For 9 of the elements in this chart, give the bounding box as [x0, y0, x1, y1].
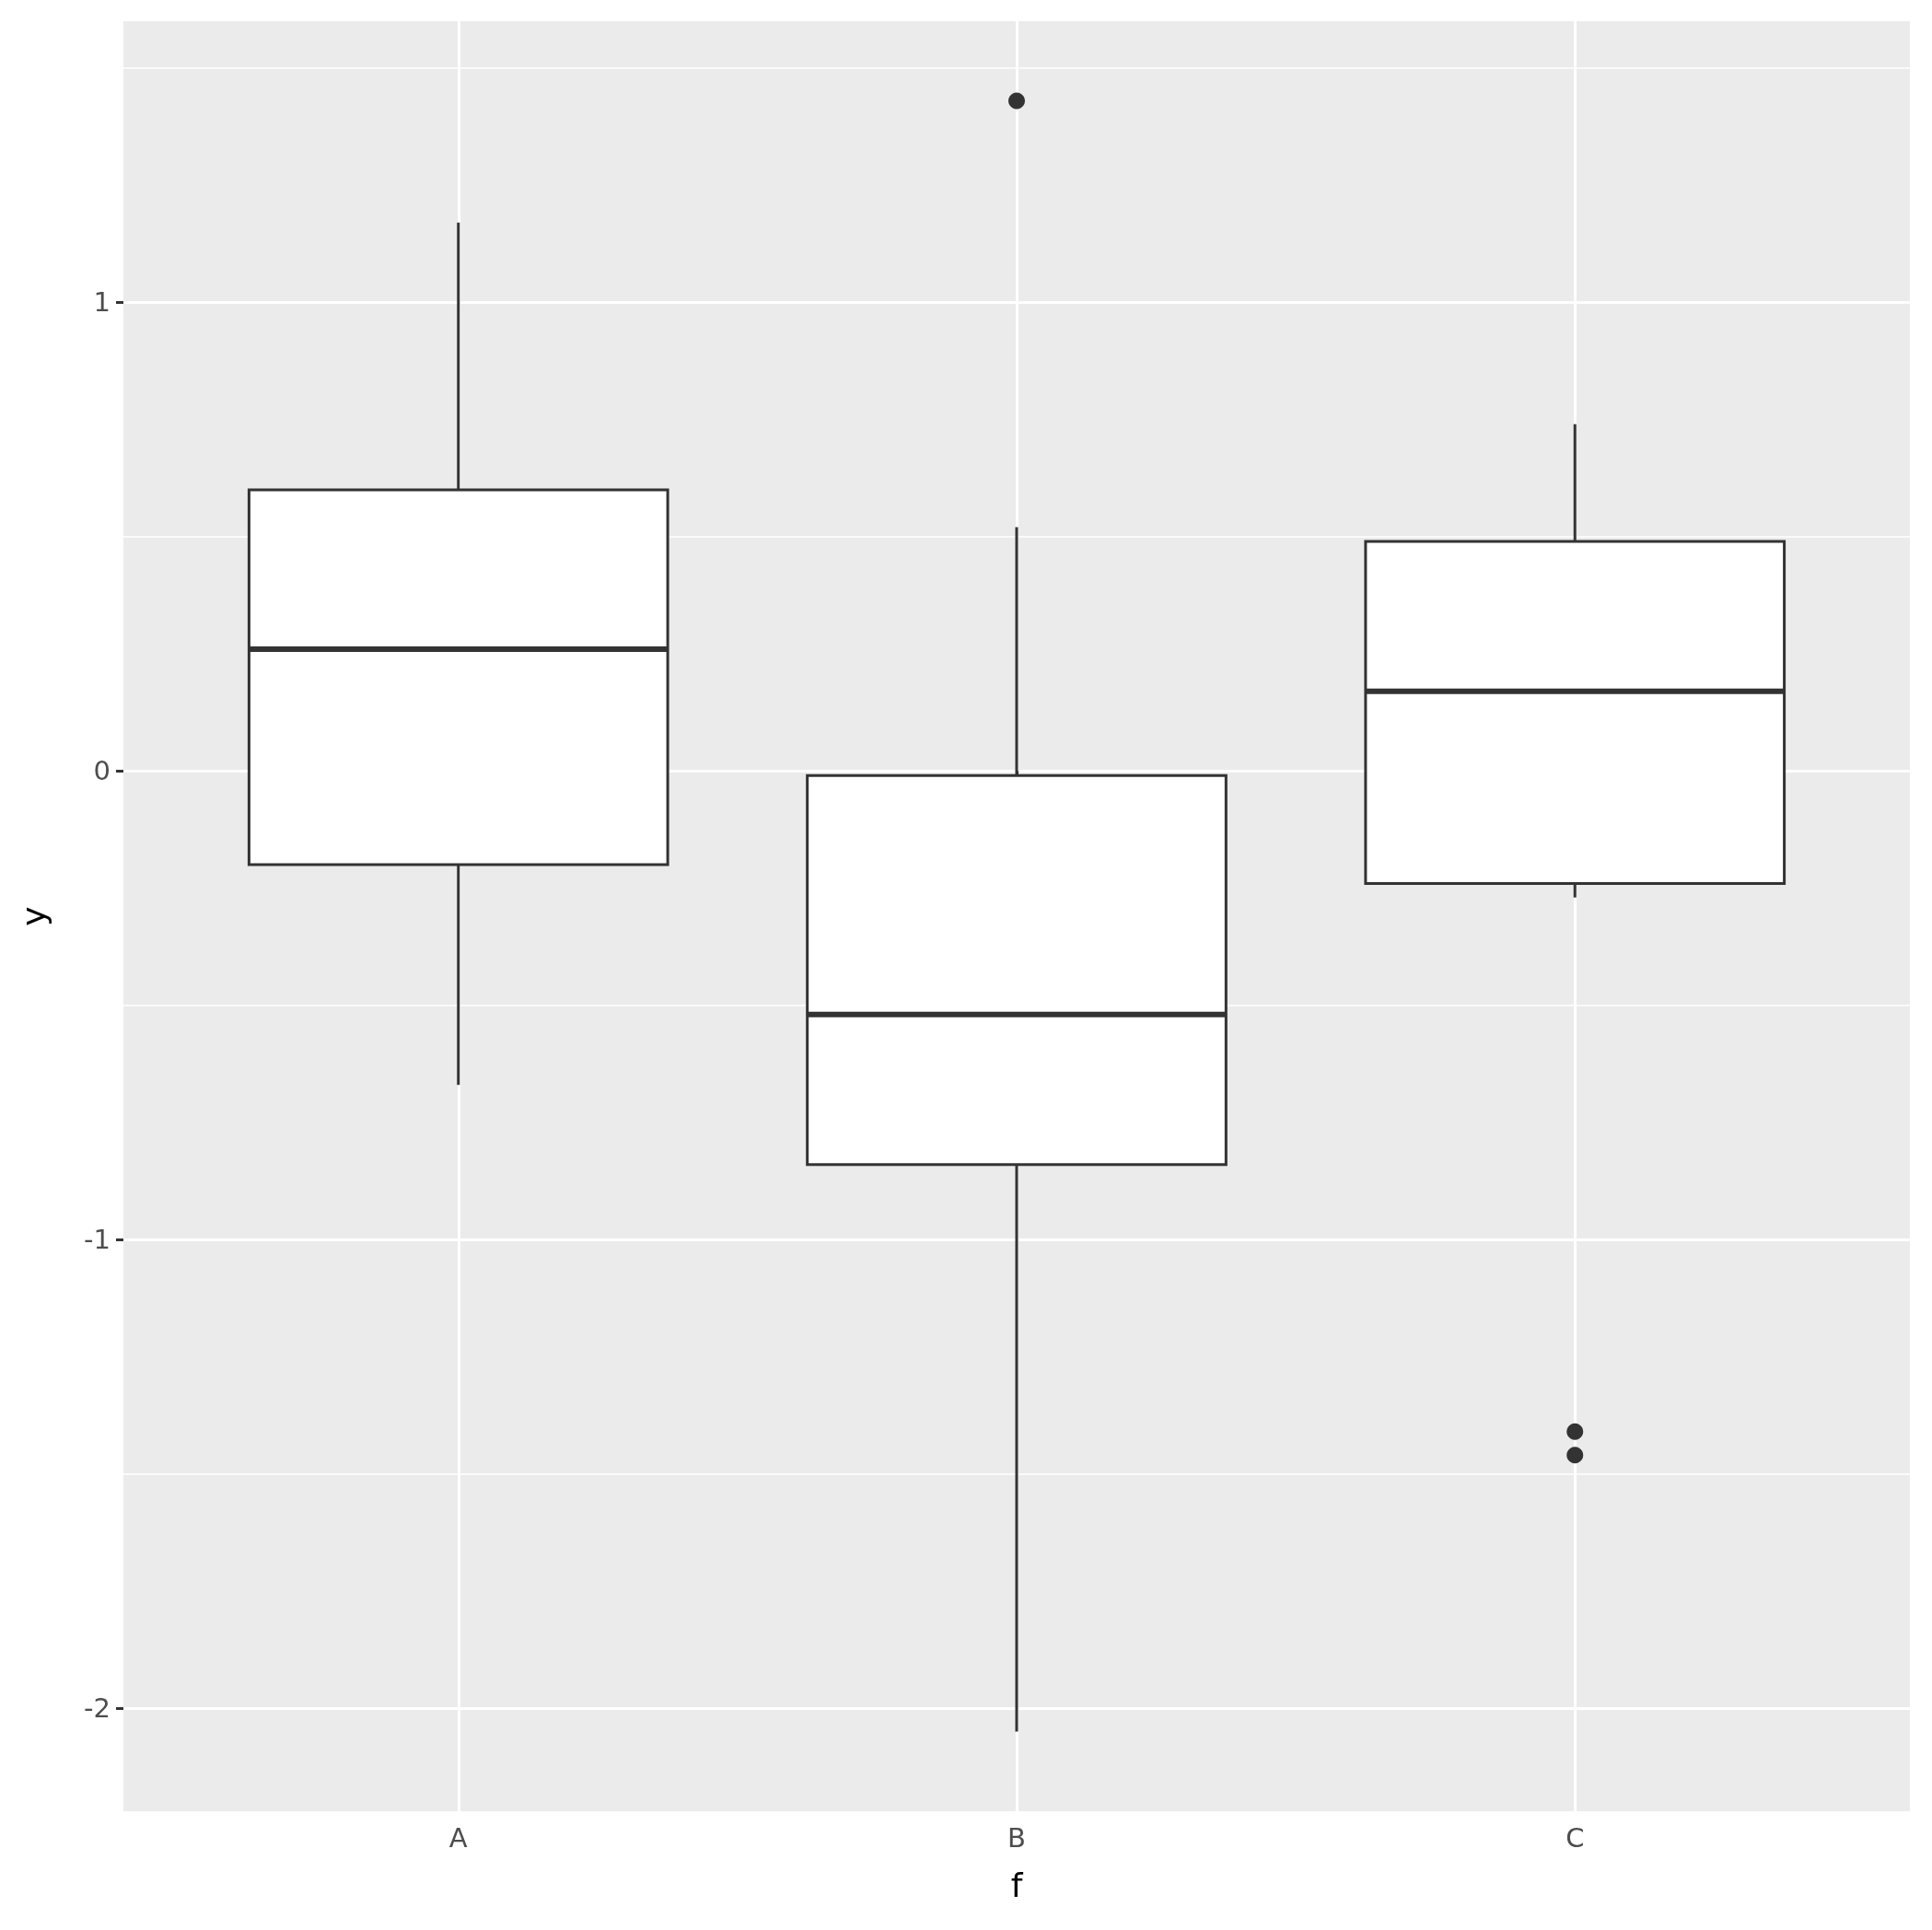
y-axis-title: y: [14, 906, 52, 926]
y-tick-label: 0: [93, 755, 111, 787]
y-tick-label: -1: [84, 1224, 111, 1256]
x-tick-label: B: [1007, 1821, 1026, 1854]
x-axis-title: f: [1010, 1866, 1024, 1904]
y-tick-label: 1: [93, 286, 111, 319]
x-tick-label: A: [448, 1821, 468, 1854]
y-tick-label: -2: [84, 1692, 111, 1725]
x-tick-label: C: [1565, 1821, 1585, 1854]
